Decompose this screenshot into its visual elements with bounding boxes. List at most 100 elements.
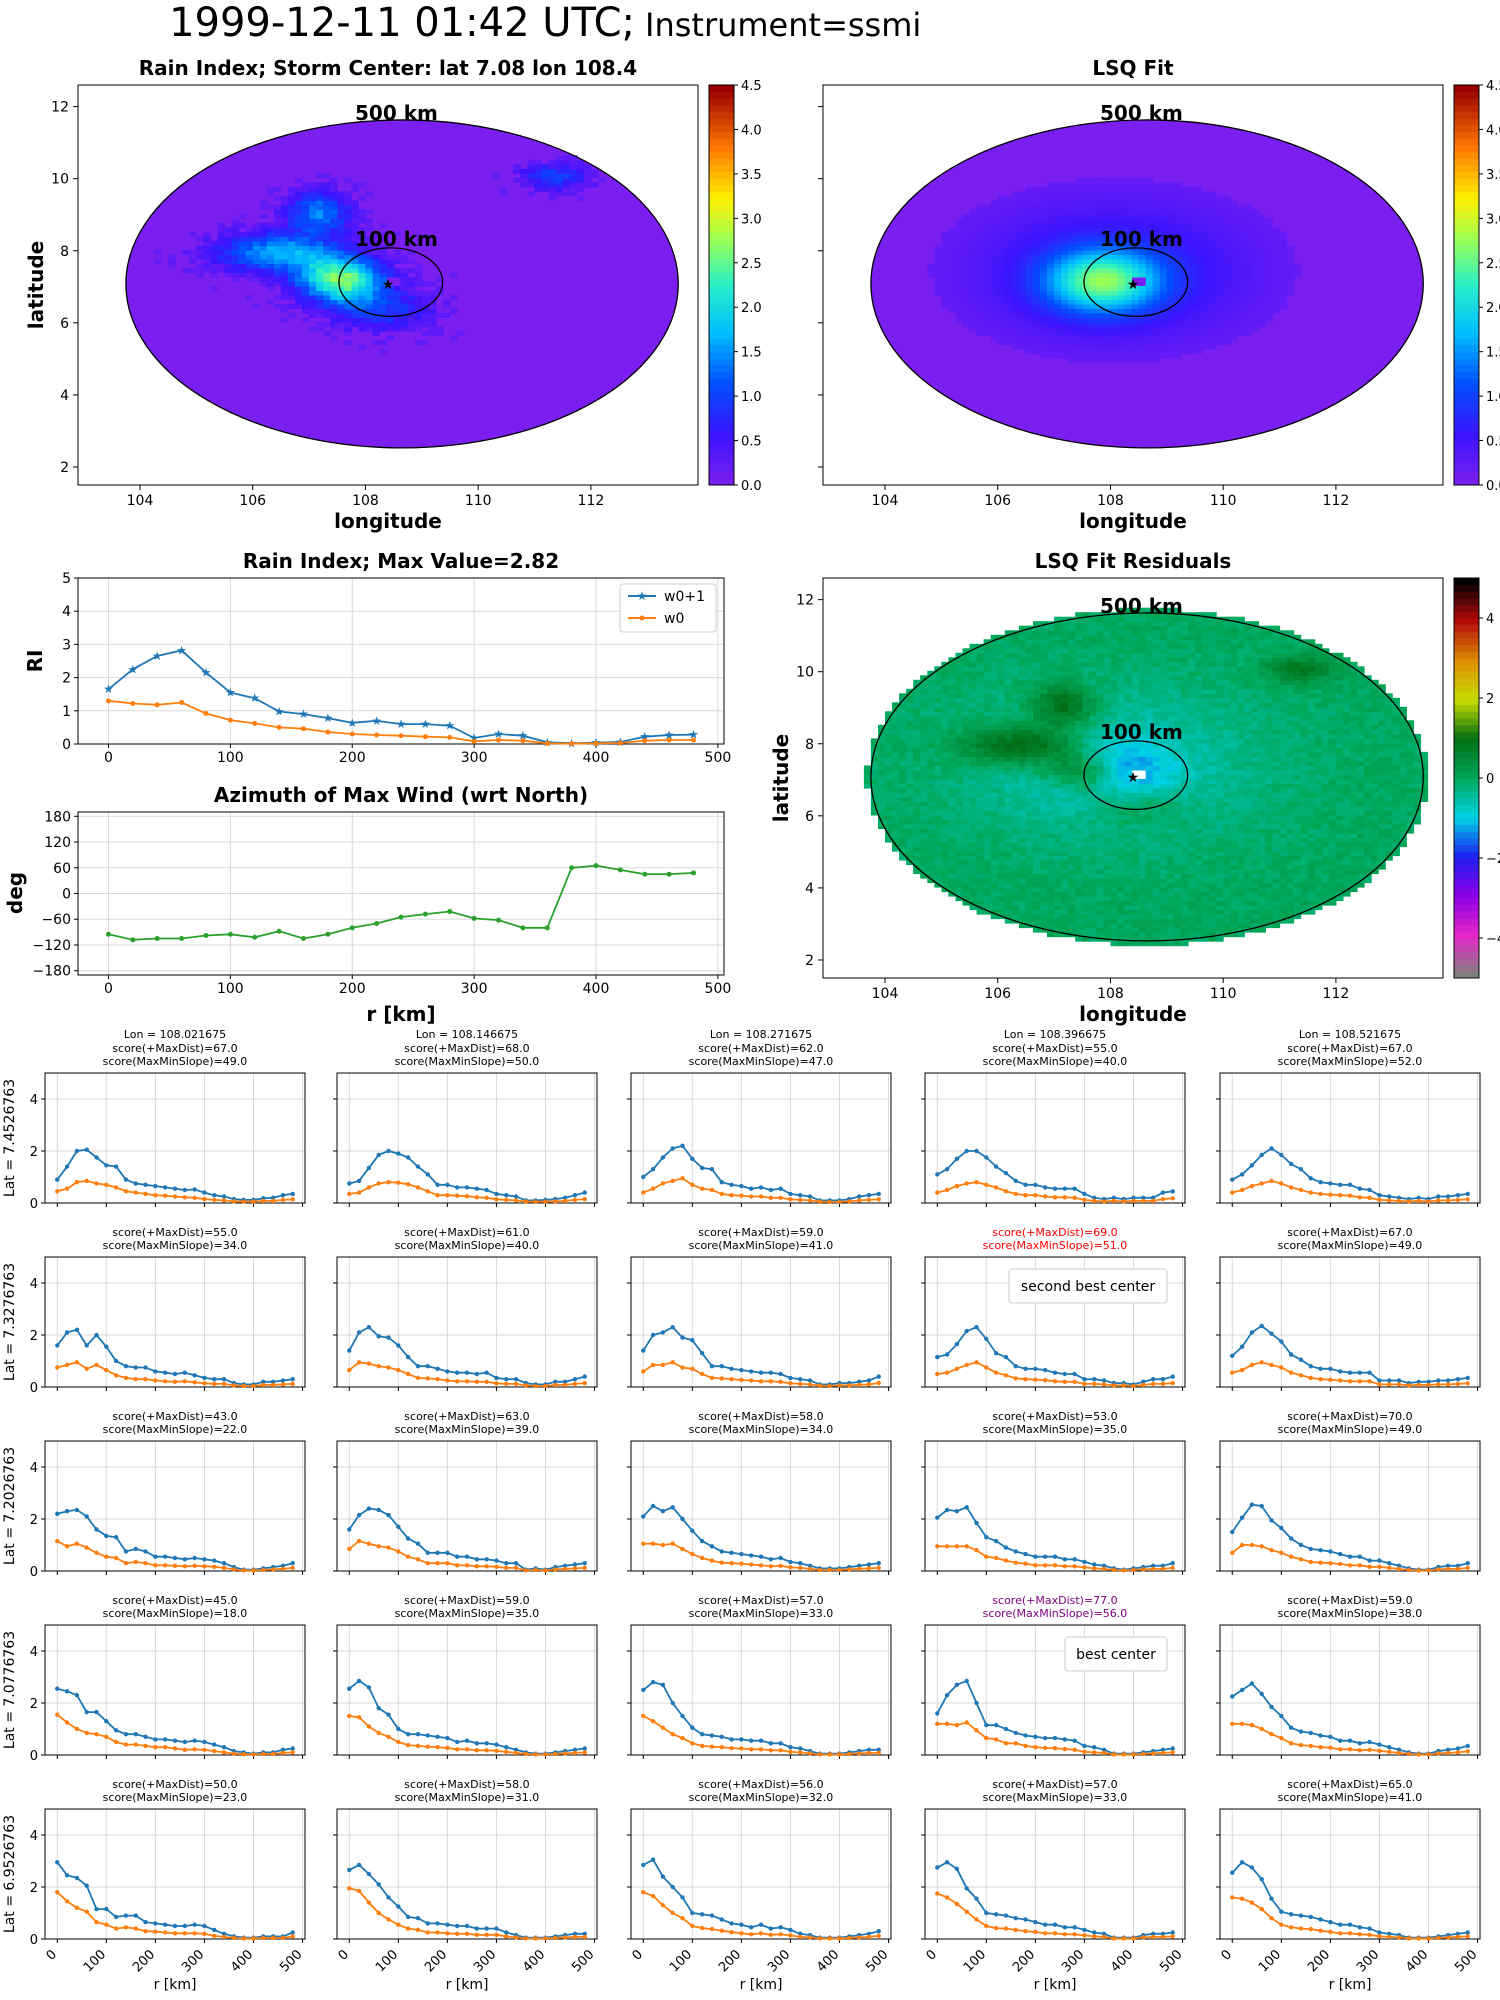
field-cell — [1166, 263, 1175, 269]
field-cell — [1061, 715, 1069, 721]
field-cell — [520, 182, 529, 188]
field-cell — [1082, 914, 1090, 920]
field-cell — [1272, 285, 1281, 291]
field-cell — [1004, 240, 1013, 246]
field-cell — [1124, 765, 1133, 771]
field-cell — [976, 267, 985, 273]
field-cell — [1011, 684, 1020, 690]
field-cell — [1110, 254, 1119, 260]
field-cell — [1061, 851, 1069, 857]
field-cell — [1089, 923, 1097, 929]
field-cell — [976, 742, 985, 748]
field-cell — [330, 186, 338, 192]
field-cell — [1047, 720, 1055, 726]
field-cell — [1082, 294, 1090, 300]
field-cell — [1138, 200, 1147, 206]
field-cell — [969, 720, 978, 726]
field-cell — [288, 276, 296, 282]
field-cell — [1068, 742, 1076, 748]
field-cell — [920, 706, 928, 712]
field-cell — [1188, 340, 1196, 346]
field-cell — [1054, 774, 1062, 780]
field-cell — [1011, 855, 1020, 861]
field-cell — [1145, 267, 1154, 273]
field-cell — [379, 276, 388, 282]
field-cell — [1110, 711, 1119, 717]
field-cell — [1040, 900, 1048, 906]
field-cell — [927, 792, 935, 798]
field-cell — [1025, 245, 1034, 251]
field-cell — [948, 891, 956, 897]
field-cell — [1004, 814, 1013, 820]
field-cell — [955, 805, 964, 811]
field-cell — [1054, 688, 1062, 694]
field-cell — [1040, 299, 1048, 305]
field-cell — [1040, 218, 1048, 224]
field-cell — [1117, 792, 1126, 798]
field-cell — [1202, 312, 1210, 318]
field-cell — [1068, 634, 1076, 640]
field-cell — [1152, 340, 1161, 346]
field-cell — [948, 679, 956, 685]
field-cell — [1004, 227, 1013, 233]
field-cell — [1096, 349, 1104, 355]
field-cell — [1209, 191, 1217, 197]
field-cell — [1251, 326, 1259, 332]
field-cell — [1173, 312, 1182, 318]
field-cell — [1040, 321, 1048, 327]
field-cell — [1138, 209, 1147, 215]
field-cell — [962, 860, 971, 866]
field-cell — [1110, 796, 1119, 802]
field-cell — [400, 267, 409, 273]
field-cell — [1103, 823, 1111, 829]
field-cell — [1047, 290, 1055, 296]
field-cell — [1089, 218, 1097, 224]
field-cell — [1138, 344, 1147, 350]
field-cell — [1110, 742, 1119, 748]
field-cell — [969, 742, 978, 748]
field-cell — [168, 258, 176, 264]
field-cell — [280, 285, 289, 291]
field-cell — [1068, 182, 1076, 188]
field-cell — [1110, 905, 1119, 911]
field-cell — [1068, 927, 1076, 933]
field-cell — [969, 896, 978, 902]
field-cell — [1131, 639, 1140, 645]
field-cell — [1159, 213, 1168, 219]
field-cell — [428, 321, 437, 327]
field-cell — [955, 769, 964, 775]
field-cell — [1124, 828, 1133, 834]
field-cell — [548, 168, 557, 174]
field-cell — [1188, 222, 1196, 228]
ring-label-100km: 100 km — [355, 227, 438, 251]
field-cell — [316, 231, 324, 237]
field-cell — [948, 787, 956, 793]
field-cell — [1124, 204, 1133, 210]
field-cell — [983, 882, 992, 888]
field-cell — [1096, 801, 1104, 807]
field-cell — [1223, 222, 1231, 228]
colorbar-tick-label: 4.0 — [1486, 123, 1500, 138]
field-cell — [1131, 661, 1140, 667]
field-cell — [1047, 231, 1055, 237]
field-cell — [927, 711, 935, 717]
field-cell — [990, 684, 999, 690]
field-cell — [1096, 814, 1104, 820]
field-cell — [1040, 914, 1048, 920]
x-tick-label: 112 — [578, 493, 605, 509]
field-cell — [1011, 303, 1020, 309]
field-cell — [976, 281, 985, 287]
field-cell — [1237, 213, 1245, 219]
field-cell — [906, 778, 914, 784]
field-cell — [372, 299, 381, 305]
field-cell — [1124, 630, 1133, 636]
field-cell — [983, 860, 992, 866]
field-cell — [1138, 249, 1147, 255]
field-cell — [316, 218, 324, 224]
field-cell — [1075, 742, 1083, 748]
field-cell — [414, 294, 423, 300]
field-cell — [983, 240, 992, 246]
field-cell — [1025, 855, 1034, 861]
field-cell — [1018, 756, 1027, 762]
field-cell — [1138, 787, 1147, 793]
